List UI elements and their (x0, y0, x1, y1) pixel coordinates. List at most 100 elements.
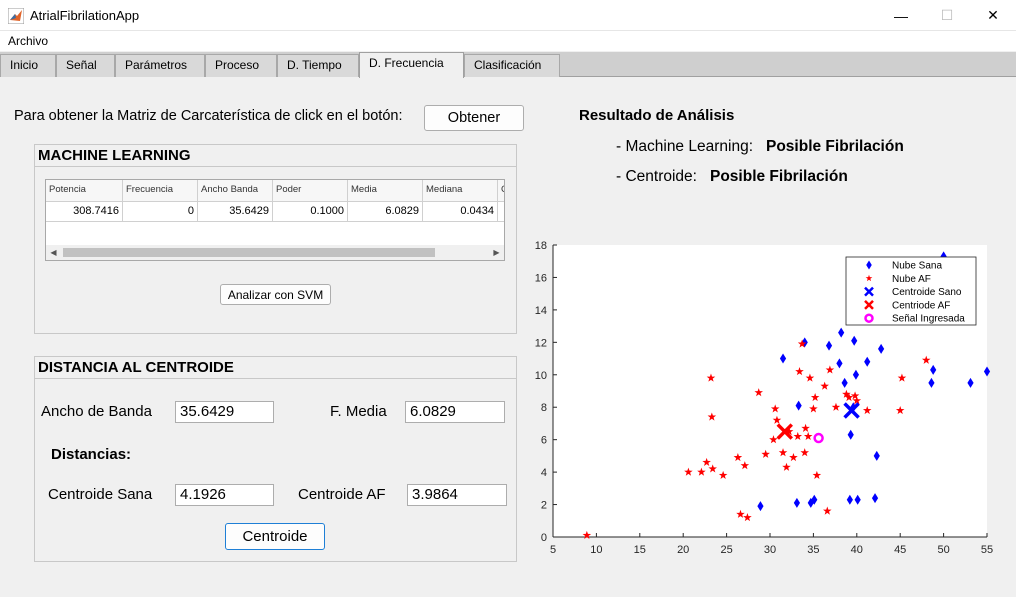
y-tick-label: 18 (535, 240, 547, 252)
legend-label: Nube AF (892, 274, 931, 285)
data-point (841, 377, 848, 388)
centroid-distance-panel: DISTANCIA AL CENTROIDE Ancho de Banda 35… (34, 356, 517, 562)
column-header[interactable]: Mediana (423, 180, 498, 202)
centroid-result-value: Posible Fibrilación (710, 168, 848, 185)
scroll-right-icon[interactable]: ▶ (493, 248, 500, 257)
distances-label: Distancias: (51, 446, 132, 463)
x-tick-label: 25 (720, 544, 732, 556)
tab-inicio[interactable]: Inicio (0, 54, 56, 77)
maximize-button[interactable]: ☐ (940, 7, 954, 23)
data-point (770, 404, 780, 413)
mean-label: F. Media (330, 403, 387, 420)
table-cell[interactable] (498, 202, 504, 222)
analizar-svm-button[interactable]: Analizar con SVM (220, 284, 331, 305)
data-point (697, 467, 706, 476)
x-tick-label: 40 (851, 544, 863, 556)
window-title: AtrialFibrilationApp (30, 8, 140, 23)
data-point (743, 513, 752, 522)
table-row: 308.7416 0 35.6429 0.1000 6.0829 0.0434 (46, 202, 504, 222)
data-point (778, 448, 788, 457)
obtener-button[interactable]: Obtener (424, 105, 524, 131)
legend-label: Señal Ingresada (892, 314, 965, 325)
centroid-healthy-field[interactable]: 4.1926 (175, 484, 274, 506)
column-header[interactable]: Poder (273, 180, 348, 202)
data-point (813, 432, 824, 444)
minimize-button[interactable]: — (894, 7, 908, 24)
table-cell[interactable]: 0.0434 (423, 202, 498, 222)
ml-panel-title: MACHINE LEARNING (35, 145, 516, 167)
data-point (793, 497, 801, 508)
data-point (807, 497, 814, 508)
dc-panel-title: DISTANCIA AL CENTROIDE (35, 357, 516, 379)
mean-field[interactable]: 6.0829 (405, 401, 505, 423)
tab-d-tiempo[interactable]: D. Tiempo (277, 54, 359, 77)
legend-label: Centroide Sano (892, 287, 962, 298)
data-point (801, 423, 810, 432)
scroll-left-icon[interactable]: ◀ (50, 248, 57, 257)
horizontal-scrollbar[interactable]: ◀ ▶ (46, 245, 504, 260)
tab-bar: Inicio Señal Parámetros Proceso D. Tiemp… (0, 52, 1016, 78)
x-tick-label: 30 (764, 544, 776, 556)
data-point (782, 462, 791, 471)
scrollbar-thumb[interactable] (63, 248, 435, 257)
data-point (878, 343, 885, 354)
centroid-af-field[interactable]: 3.9864 (407, 484, 507, 506)
data-point (776, 423, 793, 440)
column-header[interactable]: Frecuencia (123, 180, 198, 202)
data-point (761, 449, 770, 458)
data-point (864, 356, 871, 367)
y-tick-label: 4 (541, 467, 547, 479)
y-tick-label: 8 (541, 402, 547, 414)
y-tick-label: 10 (535, 370, 547, 382)
table-cell[interactable]: 0 (123, 202, 198, 222)
column-header[interactable]: Potencia (46, 180, 123, 202)
table-cell[interactable]: 0.1000 (273, 202, 348, 222)
data-point (772, 415, 782, 424)
tab-proceso[interactable]: Proceso (205, 54, 277, 77)
ml-result-value: Posible Fibrilación (766, 138, 904, 155)
data-point (873, 450, 880, 461)
data-point (707, 412, 717, 421)
data-point (810, 392, 820, 402)
table-cell[interactable]: 6.0829 (348, 202, 423, 222)
legend-marker (864, 300, 874, 310)
data-point (895, 405, 905, 415)
data-point (862, 405, 872, 415)
feature-table[interactable]: Potencia Frecuencia Ancho Banda Poder Me… (45, 179, 505, 261)
close-button[interactable]: ✕ (987, 7, 999, 23)
data-point (795, 400, 802, 411)
menu-bar: Archivo (0, 31, 1016, 51)
data-point (846, 494, 853, 505)
column-header[interactable]: Media (348, 180, 423, 202)
tab-clasificacion[interactable]: Clasificación (464, 54, 560, 77)
data-point (754, 388, 763, 397)
data-point (779, 353, 787, 364)
centroide-button[interactable]: Centroide (225, 523, 325, 550)
data-point (708, 464, 717, 473)
centroid-healthy-label: Centroide Sana (48, 486, 153, 503)
menu-archivo[interactable]: Archivo (8, 34, 49, 48)
column-header[interactable]: C (498, 180, 504, 202)
x-tick-label: 35 (807, 544, 819, 556)
data-point (967, 377, 974, 388)
data-point (836, 358, 843, 369)
y-tick-label: 14 (535, 305, 547, 317)
data-point (850, 391, 860, 400)
tab-parametros[interactable]: Parámetros (115, 54, 205, 77)
data-point (852, 396, 862, 405)
y-tick-label: 12 (535, 337, 547, 349)
legend-marker (866, 260, 872, 270)
tab-d-frecuencia[interactable]: D. Frecuencia (359, 52, 464, 78)
data-point (930, 364, 937, 375)
title-bar: AtrialFibrilationApp — ☐ ✕ (0, 0, 1016, 31)
bandwidth-field[interactable]: 35.6429 (175, 401, 274, 423)
data-point (793, 431, 803, 441)
tab-senal[interactable]: Señal (56, 54, 115, 77)
column-header[interactable]: Ancho Banda (198, 180, 273, 202)
data-point (784, 427, 794, 436)
table-cell[interactable]: 308.7416 (46, 202, 123, 222)
scatter-chart[interactable]: 5 10 15 20 25 30 35 40 45 50 55 0 2 4 6 8 10 12 14 16 18 Nube… (520, 230, 1016, 570)
data-point (843, 402, 860, 419)
table-cell[interactable]: 35.6429 (198, 202, 273, 222)
data-point (851, 335, 858, 346)
